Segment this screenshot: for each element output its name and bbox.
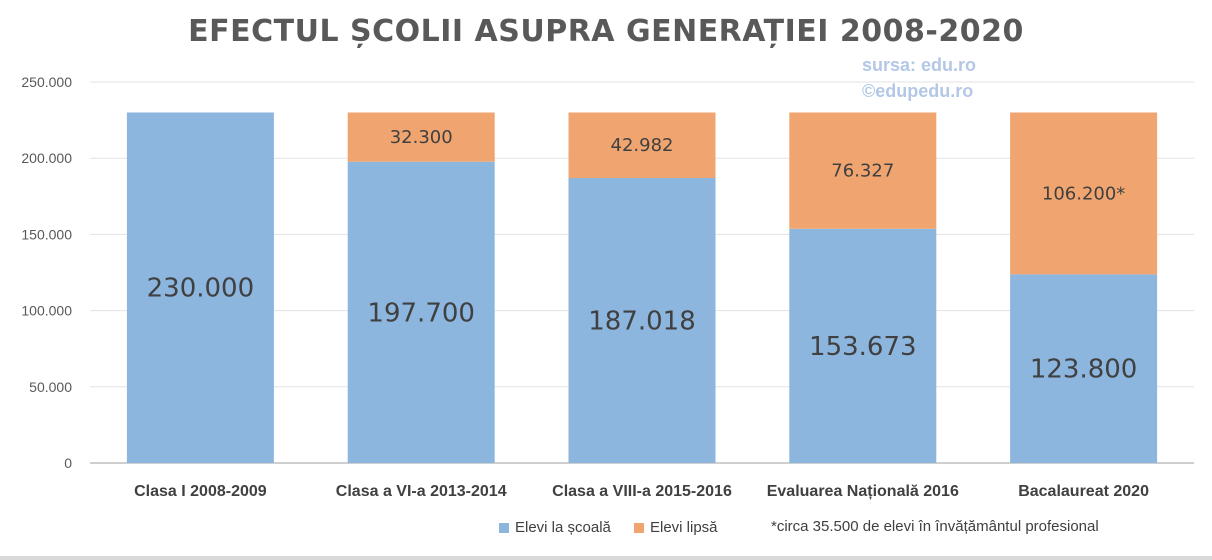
bottom-divider xyxy=(0,556,1212,560)
data-label: 197.700 xyxy=(367,298,475,328)
footnote: *circa 35.500 de elevi în învățământul p… xyxy=(771,518,1099,535)
x-tick-label: Bacalaureat 2020 xyxy=(1018,483,1149,500)
y-tick-label: 50.000 xyxy=(29,379,72,395)
legend-label-missing: Elevi lipsă xyxy=(650,519,718,536)
bar-segment xyxy=(1010,274,1158,463)
bar-segment xyxy=(347,112,495,162)
data-label: 42.982 xyxy=(611,135,674,156)
data-label: 187.018 xyxy=(588,306,696,336)
bar-segment xyxy=(347,161,495,463)
y-tick-label: 100.000 xyxy=(21,303,72,319)
data-label: 153.673 xyxy=(809,332,917,362)
copyright-label: ©edupedu.ro xyxy=(862,81,974,101)
legend-swatch-missing xyxy=(634,522,644,533)
x-tick-label: Clasa I 2008-2009 xyxy=(134,483,267,500)
data-label: 106.200* xyxy=(1042,183,1125,204)
bar-segment xyxy=(568,112,716,178)
y-tick-label: 200.000 xyxy=(21,150,72,166)
y-tick-label: 150.000 xyxy=(21,226,72,242)
y-tick-label: 0 xyxy=(64,455,72,471)
y-tick-label: 250.000 xyxy=(21,74,72,90)
legend-item-present: Elevi la școală xyxy=(499,519,611,536)
legend-swatch-present xyxy=(499,522,509,533)
x-tick-label: Evaluarea Națională 2016 xyxy=(767,483,959,500)
chart-title: EFECTUL ȘCOLII ASUPRA GENERAȚIEI 2008-20… xyxy=(188,14,1024,49)
bar-segment xyxy=(1010,112,1158,275)
x-tick-label: Clasa a VI-a 2013-2014 xyxy=(336,483,507,500)
source-label: sursa: edu.ro xyxy=(862,55,977,75)
x-tick-label: Clasa a VIII-a 2015-2016 xyxy=(552,483,732,500)
bar-segment xyxy=(568,177,716,464)
bar-segment xyxy=(789,112,937,229)
bar-segment xyxy=(789,228,937,463)
legend-label-present: Elevi la școală xyxy=(515,519,611,536)
data-label: 230.000 xyxy=(147,274,255,304)
bar-segment xyxy=(126,112,274,463)
data-label: 32.300 xyxy=(390,127,453,148)
legend-item-missing: Elevi lipsă xyxy=(634,519,718,536)
data-label: 123.800 xyxy=(1030,355,1138,385)
data-label: 76.327 xyxy=(831,161,894,182)
